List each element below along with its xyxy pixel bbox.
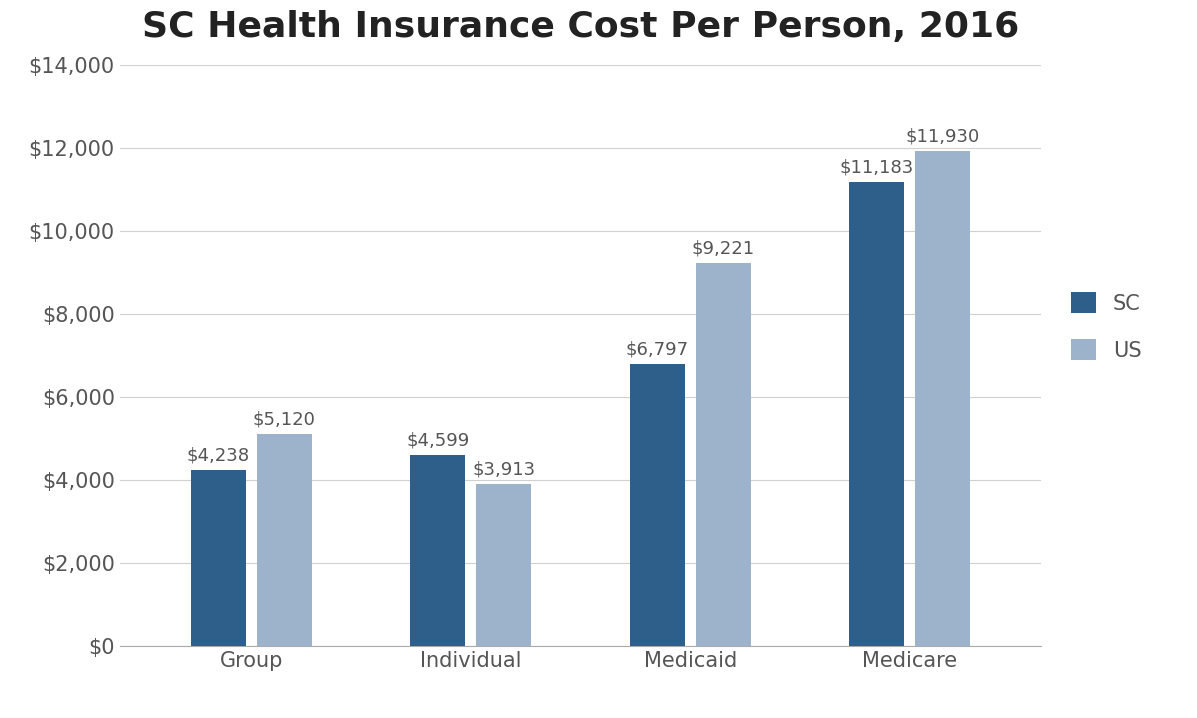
Bar <box>411 455 466 646</box>
Bar <box>476 484 531 646</box>
Legend: SC, US: SC, US <box>1061 281 1153 371</box>
Bar <box>916 151 970 646</box>
Text: $9,221: $9,221 <box>692 240 755 258</box>
Text: $4,238: $4,238 <box>187 447 250 465</box>
Bar <box>695 263 751 646</box>
Text: $4,599: $4,599 <box>406 432 469 449</box>
Bar <box>850 182 904 646</box>
Title: SC Health Insurance Cost Per Person, 2016: SC Health Insurance Cost Per Person, 201… <box>142 10 1019 44</box>
Bar <box>257 434 311 646</box>
Text: $11,930: $11,930 <box>905 127 980 145</box>
Bar <box>192 470 245 646</box>
Text: $11,183: $11,183 <box>839 158 915 176</box>
Text: $3,913: $3,913 <box>472 460 535 478</box>
Text: $5,120: $5,120 <box>253 410 316 428</box>
Text: $6,797: $6,797 <box>626 340 689 358</box>
Bar <box>630 364 685 646</box>
